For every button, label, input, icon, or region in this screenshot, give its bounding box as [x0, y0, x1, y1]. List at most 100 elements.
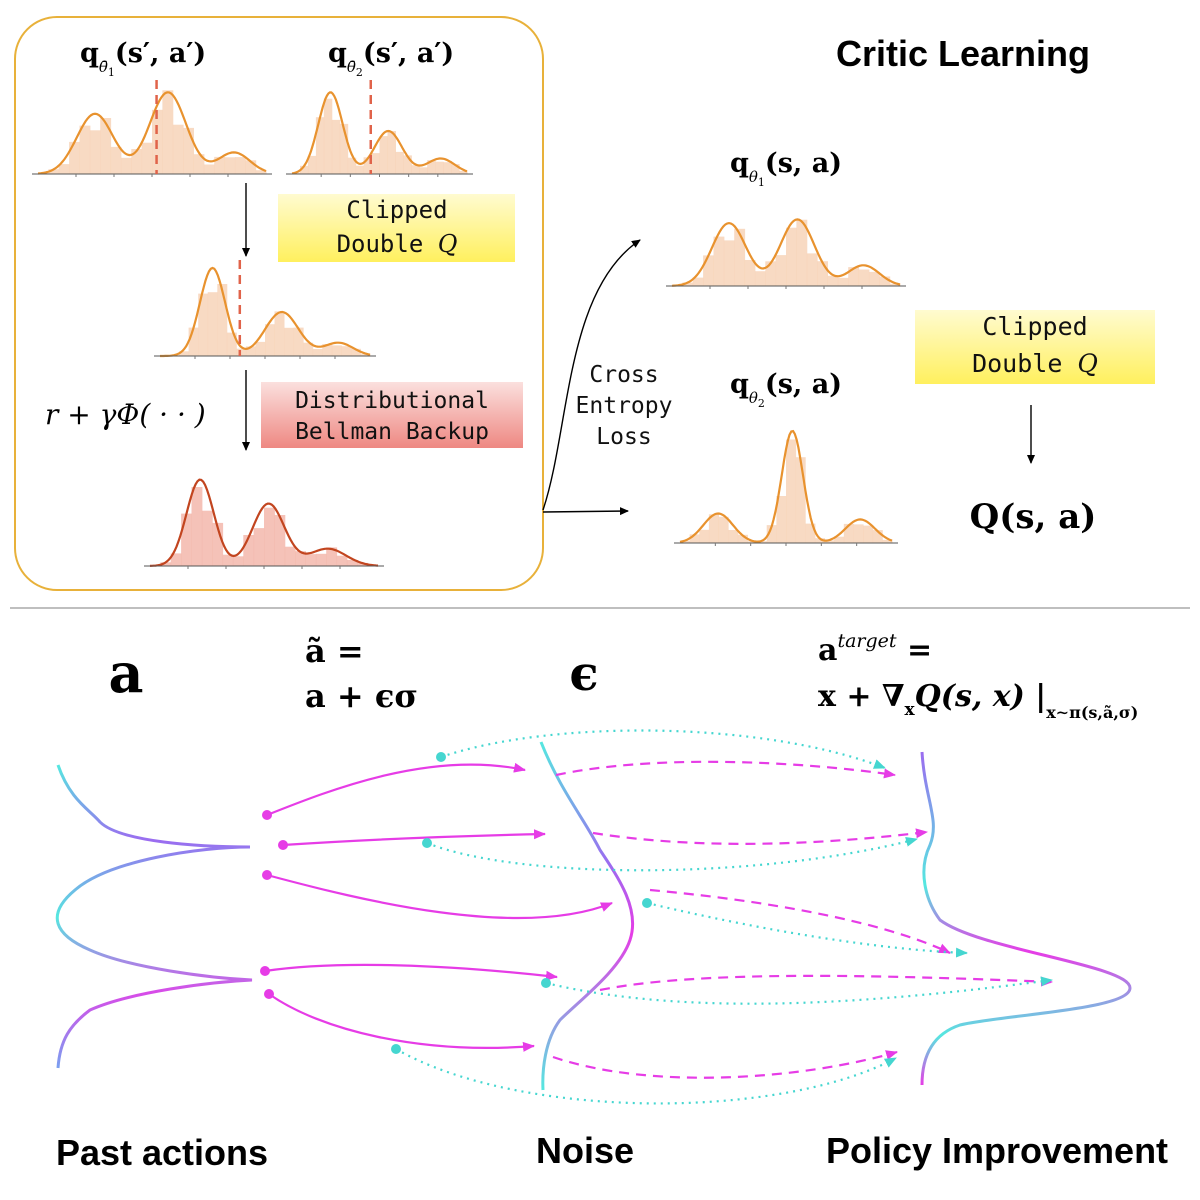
backup-formula: r + γΦ( · · )	[45, 398, 206, 431]
histogram-bar	[339, 123, 349, 174]
histogram-bar	[387, 131, 396, 174]
target-q1-label: qθ̄1(s′, a′)	[80, 38, 206, 79]
histogram-bar	[284, 546, 296, 566]
histogram-bar	[323, 98, 333, 174]
clipped-box-1-line1: Clipped	[346, 196, 447, 224]
q2-distribution	[674, 429, 898, 546]
clipped-double-q-box-1	[278, 194, 515, 262]
caption-past-actions: Past actions	[56, 1132, 268, 1173]
action-to-noise-arrow	[266, 873, 613, 920]
histogram-bar	[172, 124, 184, 174]
density-curve	[160, 266, 371, 358]
histogram-bar	[699, 529, 710, 543]
histogram-bar	[882, 539, 893, 543]
histogram-bar	[766, 525, 777, 543]
clipped-distribution	[154, 260, 376, 359]
histogram-bar	[379, 136, 388, 174]
cross-entropy-line2: Entropy	[576, 393, 673, 419]
histogram-bar	[255, 341, 266, 356]
histogram-bar	[265, 324, 275, 356]
histogram-bar	[217, 284, 228, 356]
distributional-box-line1: Distributional	[295, 388, 489, 414]
histogram-bar	[100, 118, 112, 174]
histogram-bar	[303, 342, 314, 356]
flow-arrows	[260, 729, 1053, 1105]
histogram-bar	[245, 346, 256, 356]
label-a: a	[109, 641, 144, 705]
histogram-bar	[315, 117, 325, 174]
histogram-bar	[245, 160, 257, 174]
histogram-bar	[120, 157, 132, 174]
cross-entropy-line3: Loss	[596, 424, 651, 450]
q1-label: qθ1(s, a)	[730, 148, 842, 189]
histogram-bar	[713, 236, 725, 286]
histogram-bar	[224, 157, 236, 174]
q-output: Q(s, a)	[970, 497, 1097, 537]
histogram-bar	[744, 260, 756, 286]
histogram-bar	[69, 141, 80, 174]
histogram-bar	[776, 496, 787, 543]
histogram-bar	[201, 510, 213, 566]
histogram-bar	[48, 169, 60, 174]
histogram-bar	[703, 255, 714, 286]
histogram-bar	[419, 167, 428, 174]
histogram-bar	[360, 354, 371, 356]
histogram-bar	[363, 157, 373, 174]
target-dotted-arrow	[440, 729, 886, 770]
histogram-bar	[357, 562, 369, 566]
histogram-bar	[796, 219, 808, 286]
histogram-bar	[255, 170, 267, 174]
q1-distribution	[666, 218, 906, 289]
histogram-bar	[191, 487, 203, 566]
histogram-bar	[236, 348, 247, 356]
histogram-bar	[817, 261, 828, 286]
histogram-bar	[295, 551, 306, 566]
target-q2-label: qθ̄2(s′, a′)	[328, 38, 454, 79]
histogram-bar	[805, 523, 816, 543]
past-actions-curve	[55, 764, 253, 1069]
histogram-bar	[331, 345, 342, 356]
histogram-bar	[858, 269, 870, 286]
action-dot	[264, 989, 274, 999]
cross-entropy-line1: Cross	[589, 362, 658, 388]
histogram-bar	[765, 261, 777, 286]
histogram-bar	[207, 292, 218, 356]
histogram-bar	[435, 161, 444, 174]
histogram-bar	[264, 507, 275, 566]
target-frame	[14, 16, 544, 591]
noise-to-policy-arrow	[592, 828, 928, 845]
target-line1: atarget =	[818, 630, 932, 668]
histogram-bar	[346, 560, 358, 566]
noise-to-policy-arrow	[555, 760, 896, 779]
action-dot	[262, 870, 272, 880]
histogram-bar	[395, 151, 404, 174]
histogram-bar	[853, 524, 864, 543]
histogram-bar	[718, 516, 729, 543]
histogram-bar	[214, 156, 226, 174]
histogram-bar	[723, 240, 735, 286]
policy-curve	[920, 751, 1132, 1086]
target-dotted-arrow	[646, 901, 968, 958]
density-curve	[291, 91, 468, 175]
histogram-bar	[179, 351, 190, 356]
histogram-bar	[786, 227, 797, 286]
target-line2: x + ∇xQ(s, x) |x∼π(s,ã,σ)	[818, 679, 1138, 722]
perturbed-action-dot	[436, 752, 446, 762]
q2-label: qθ2(s, a)	[730, 369, 842, 410]
perturbed-action-dot	[541, 978, 551, 988]
histogram-bar	[312, 349, 323, 356]
histogram-bar	[427, 160, 436, 174]
histogram-bar	[403, 155, 412, 174]
histogram-bar	[459, 170, 468, 174]
action-dot	[260, 966, 270, 976]
histogram-bar	[786, 439, 797, 543]
action-dot	[262, 810, 272, 820]
histogram-bar	[889, 283, 901, 286]
target-dotted-arrow	[545, 976, 1053, 1005]
histogram-bar	[775, 255, 787, 286]
action-to-noise-arrow	[268, 993, 535, 1052]
action-to-noise-arrow	[264, 963, 558, 981]
histogram-bar	[868, 271, 880, 286]
histogram-bar	[411, 165, 420, 174]
histogram-bar	[141, 142, 153, 174]
